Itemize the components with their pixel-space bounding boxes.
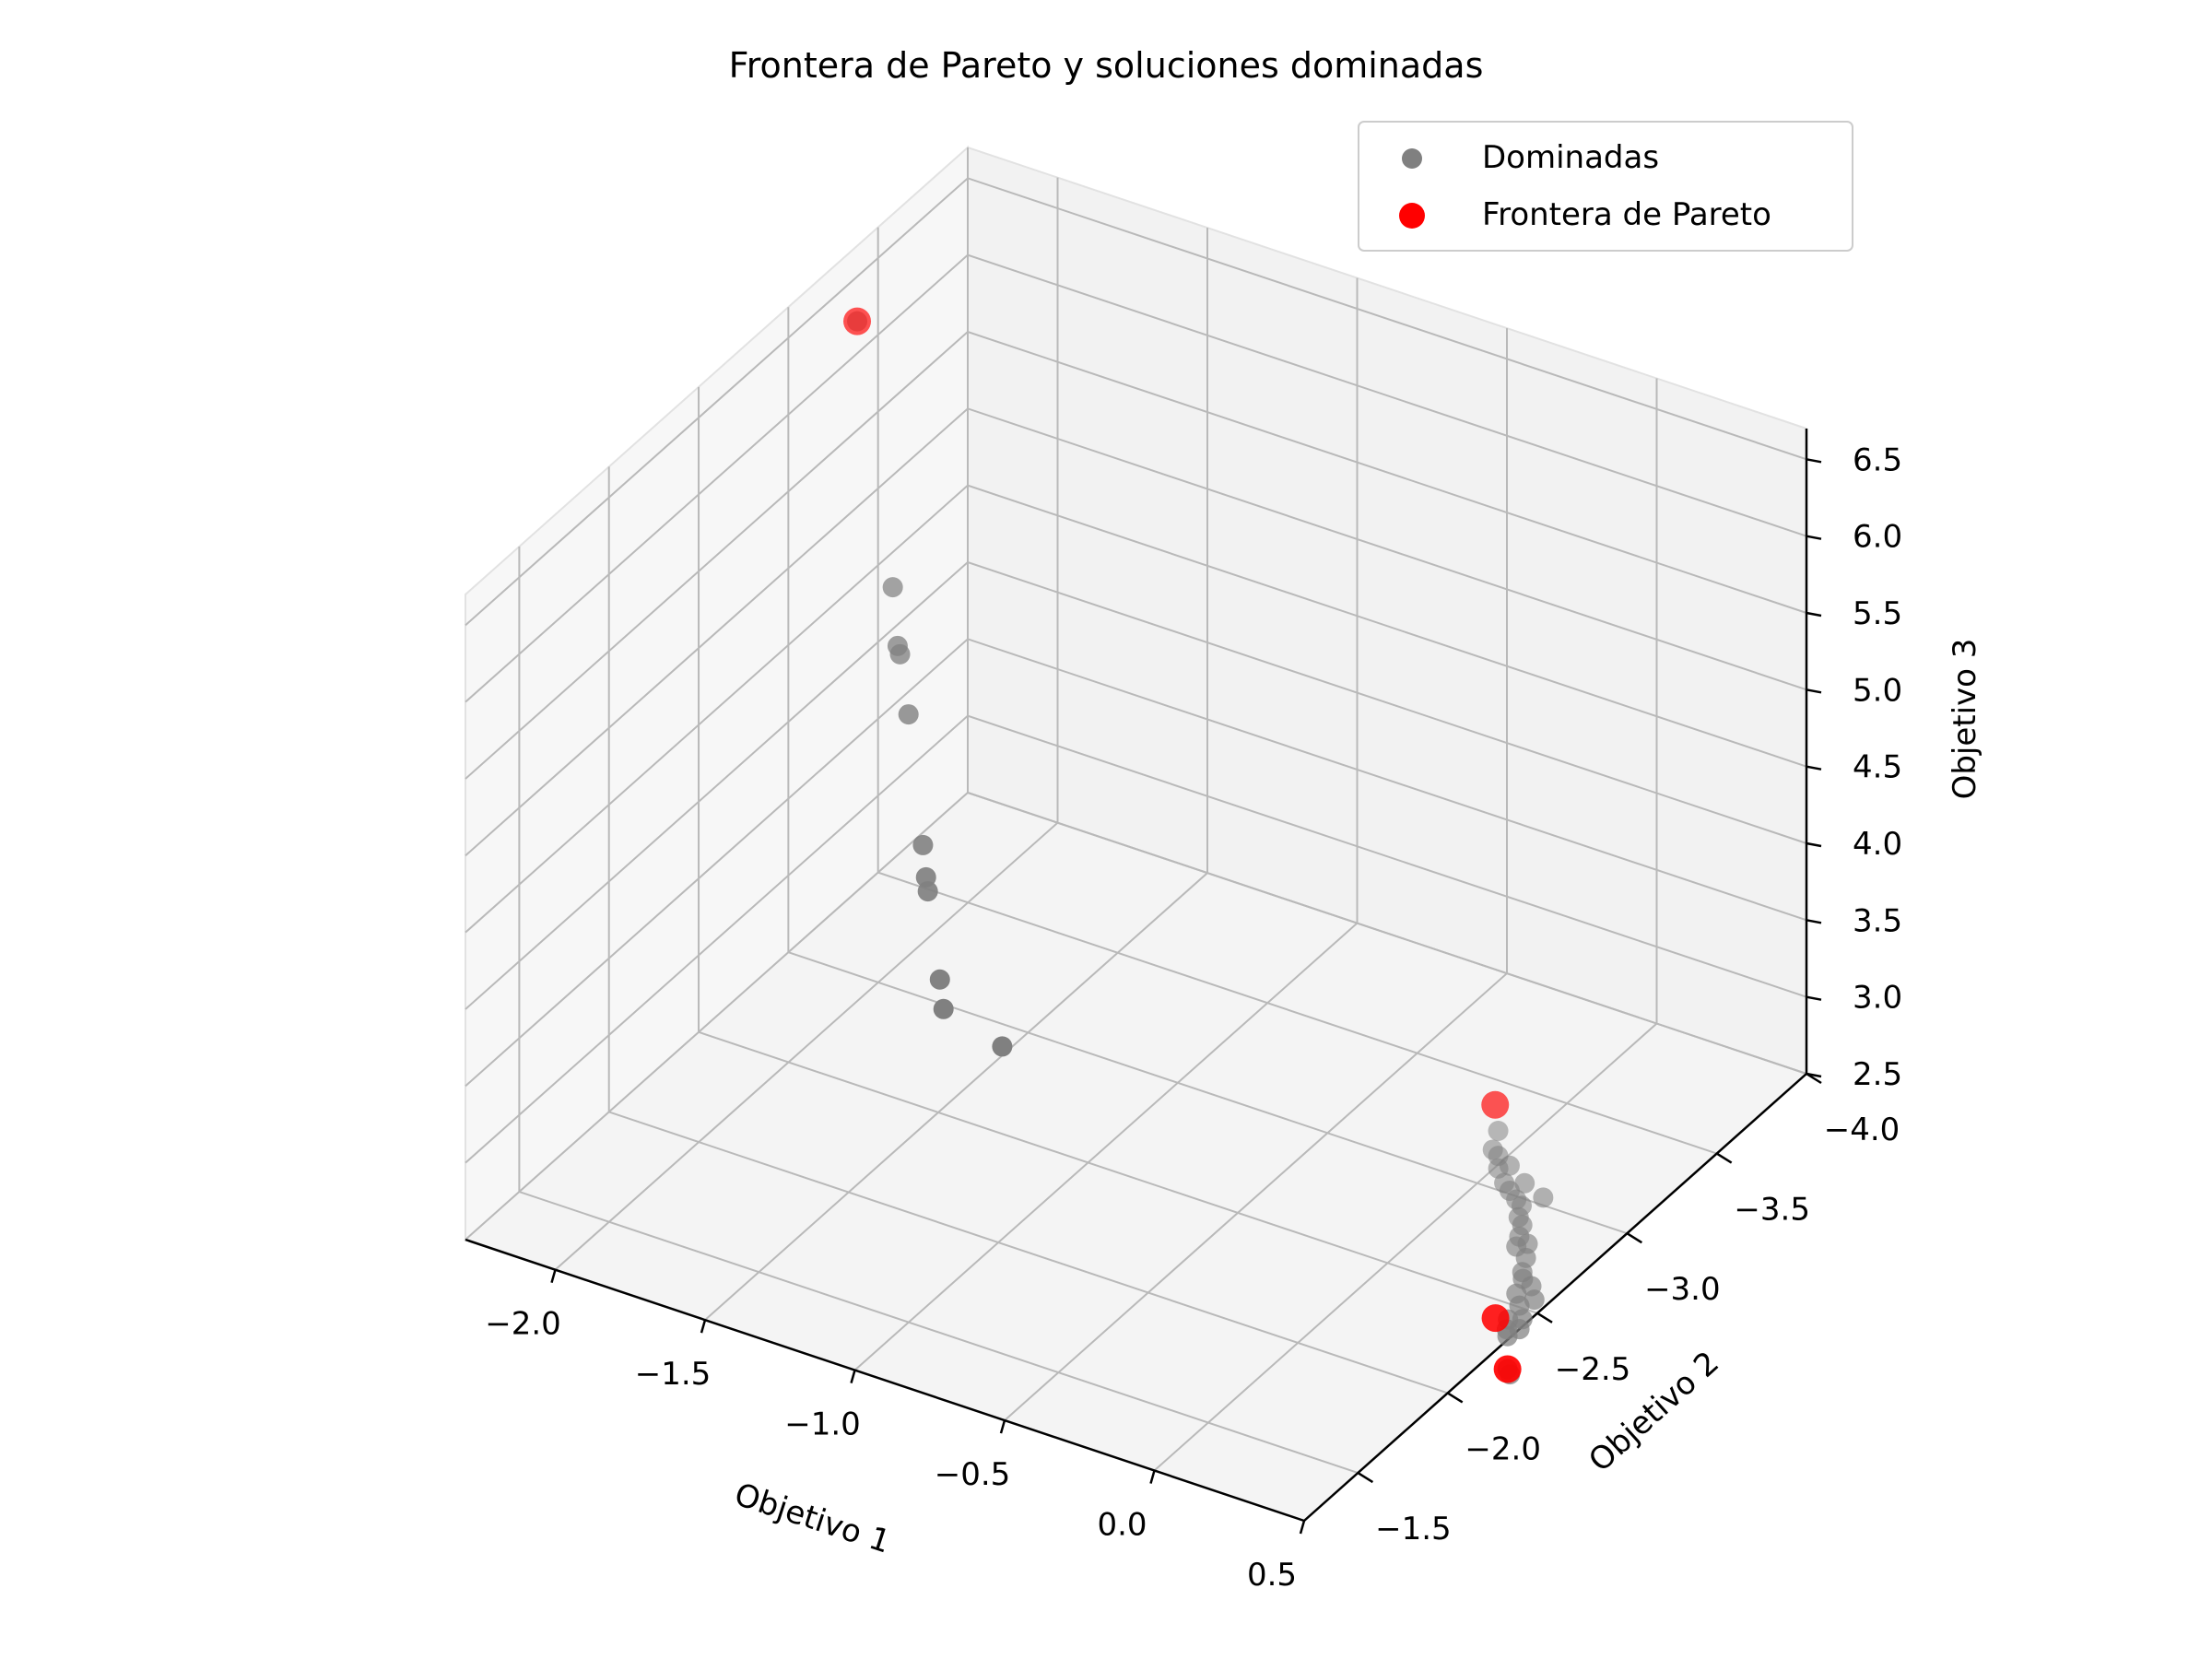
y-tick-mark [1626, 1232, 1643, 1244]
dominated-point [917, 881, 938, 902]
y-tick-label: −3.0 [1644, 1271, 1721, 1308]
x-tick-label: −1.0 [784, 1406, 861, 1443]
dominated-point [929, 969, 950, 990]
z-tick-mark [1806, 1072, 1822, 1078]
z-tick-mark [1806, 919, 1822, 924]
z-tick-label: 4.0 [1853, 826, 1902, 863]
z-tick-label: 5.5 [1853, 595, 1902, 632]
z-tick-mark [1806, 458, 1822, 464]
z-tick-label: 6.0 [1853, 519, 1902, 556]
pareto-point [1493, 1355, 1522, 1383]
pareto-point [843, 307, 872, 335]
grid-line-z [465, 407, 1807, 857]
z-tick-label: 4.5 [1853, 749, 1902, 786]
z-axis-label: Objetivo 3 [1947, 639, 1983, 800]
z-tick-mark [1806, 688, 1822, 694]
x-axis-line [465, 1238, 1305, 1523]
data-points [843, 307, 1554, 1385]
x-tick-label: −2.0 [485, 1306, 561, 1343]
x-tick-label: 0.0 [1097, 1507, 1147, 1544]
z-tick-label: 3.5 [1853, 902, 1902, 939]
grid-line-z [465, 560, 1807, 1010]
axis-panes [464, 145, 1808, 1523]
y-tick-label: −2.5 [1555, 1351, 1631, 1388]
x-tick-mark [850, 1370, 856, 1383]
chart-title: Frontera de Pareto y soluciones dominada… [729, 45, 1484, 86]
y-tick-mark [1716, 1152, 1733, 1164]
tick-labels: −2.0 −1.5 −1.0 −0.5 0.0 0.5 −4.0 −3.5 −3.0 −2.5 −2… [485, 441, 1902, 1594]
dominated-point [889, 643, 911, 665]
z-tick-label: 5.0 [1853, 672, 1902, 709]
y-tick-label: −1.5 [1375, 1511, 1452, 1547]
legend: Dominadas Frontera de Pareto [1358, 121, 1853, 252]
legend-label-pareto: Frontera de Pareto [1482, 196, 1771, 233]
dominated-point [912, 834, 934, 855]
dominated-point [933, 998, 954, 1019]
dominated-point [898, 704, 919, 725]
legend-marker-dominadas [1402, 148, 1422, 169]
y-tick-label: −2.0 [1465, 1430, 1541, 1467]
x-tick-mark [1299, 1520, 1306, 1535]
dominated-point [882, 577, 903, 598]
legend-label-dominadas: Dominadas [1482, 139, 1659, 176]
x-tick-mark [550, 1269, 557, 1284]
legend-marker-pareto [1399, 203, 1425, 229]
dominated-point [1488, 1120, 1509, 1141]
y-tick-mark [1536, 1312, 1553, 1324]
axis-lines [465, 429, 1822, 1535]
y-tick-mark [1357, 1471, 1374, 1484]
z-tick-mark [1806, 765, 1822, 771]
x-axis-label: Objetivo 1 [730, 1477, 895, 1561]
grid-line-z [465, 791, 1807, 1241]
z-tick-mark [1806, 611, 1822, 618]
x-tick-label: −0.5 [935, 1456, 1011, 1493]
dominated-point [1499, 1155, 1520, 1176]
grid-line-z [465, 330, 1807, 780]
z-tick-mark [1806, 841, 1822, 848]
z-tick-label: 3.0 [1853, 980, 1902, 1017]
grid-line-z [465, 484, 1807, 934]
legend-frame [1358, 121, 1853, 252]
y-axis-line [1303, 1073, 1807, 1522]
x-tick-mark [999, 1419, 1006, 1434]
dominated-point [1514, 1172, 1535, 1194]
x-tick-label: 0.5 [1247, 1557, 1297, 1594]
x-tick-label: −1.5 [635, 1356, 712, 1393]
pareto-point [1481, 1304, 1510, 1333]
z-tick-label: 2.5 [1853, 1056, 1902, 1093]
y-tick-mark [1447, 1392, 1464, 1404]
x-tick-mark [700, 1319, 707, 1334]
dominated-point [1533, 1187, 1554, 1208]
x-tick-mark [1149, 1470, 1156, 1484]
grid-line-z [465, 638, 1807, 1088]
y-tick-label: −3.5 [1734, 1192, 1810, 1229]
dominated-point [1524, 1289, 1545, 1311]
z-tick-label: 6.5 [1853, 441, 1902, 478]
grid-line-z [465, 177, 1807, 627]
dominated-point [1497, 1325, 1518, 1347]
grid-line-z [465, 253, 1807, 703]
grid-line-z [465, 714, 1807, 1164]
z-tick-mark [1806, 995, 1822, 1001]
pareto-point [1481, 1090, 1510, 1119]
dominated-point [992, 1036, 1013, 1057]
y-tick-label: −4.0 [1824, 1112, 1900, 1148]
z-tick-mark [1806, 535, 1822, 540]
